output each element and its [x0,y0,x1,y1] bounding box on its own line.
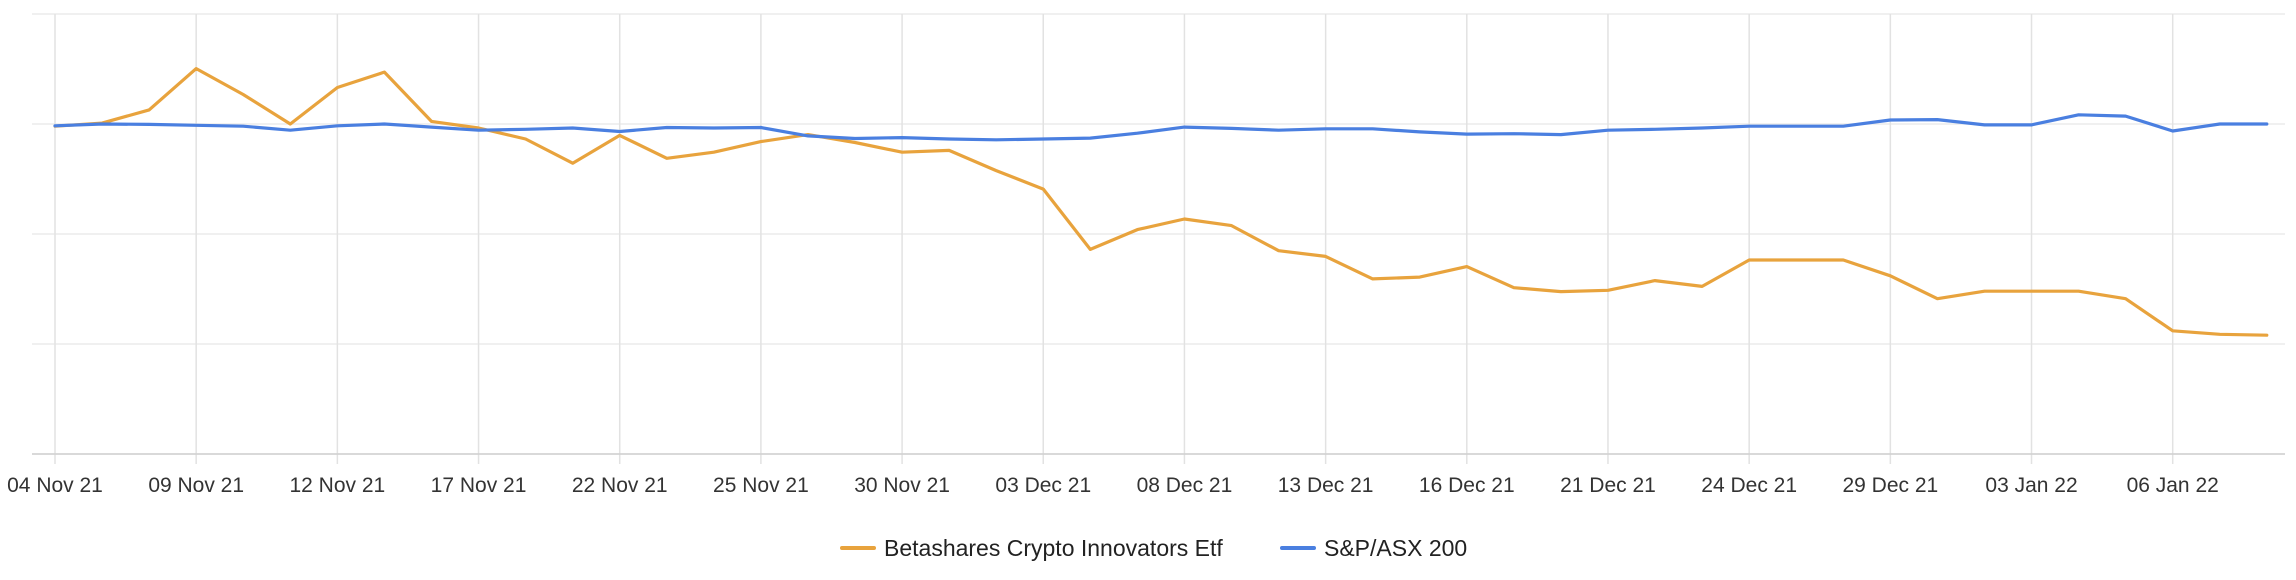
legend-label: Betashares Crypto Innovators Etf [884,535,1223,561]
series-line-betashares-crypto [53,66,2269,337]
x-tick-label: 16 Dec 21 [1419,474,1515,497]
series-lines [53,66,2269,337]
legend[interactable]: Betashares Crypto Innovators Etf S&P/ASX … [840,535,1467,561]
x-tick-label: 06 Jan 22 [2127,474,2219,497]
series-line-sp-asx-200 [53,113,2269,142]
horizontal-gridlines [32,13,2285,455]
x-tick-label: 13 Dec 21 [1278,474,1374,497]
x-tick-label: 09 Nov 21 [148,474,244,497]
x-tick-label: 03 Jan 22 [1985,474,2077,497]
legend-item[interactable]: S&P/ASX 200 [1280,535,1467,561]
x-tick-label: 03 Dec 21 [995,474,1091,497]
x-tick-label: 04 Nov 21 [7,474,103,497]
x-tick-label: 17 Nov 21 [431,474,527,497]
x-tick-label: 29 Dec 21 [1842,474,1938,497]
x-axis-tick-labels: 04 Nov 21 09 Nov 21 12 Nov 21 17 Nov 21 22 N… [7,474,2219,497]
vertical-gridlines [54,14,2174,464]
x-tick-label: 24 Dec 21 [1701,474,1797,497]
x-tick-label: 30 Nov 21 [854,474,950,497]
x-tick-label: 08 Dec 21 [1137,474,1233,497]
x-tick-label: 25 Nov 21 [713,474,809,497]
x-tick-label: 21 Dec 21 [1560,474,1656,497]
legend-item[interactable]: Betashares Crypto Innovators Etf [840,535,1223,561]
x-tick-label: 12 Nov 21 [289,474,385,497]
x-tick-label: 22 Nov 21 [572,474,668,497]
legend-label: S&P/ASX 200 [1324,535,1467,561]
